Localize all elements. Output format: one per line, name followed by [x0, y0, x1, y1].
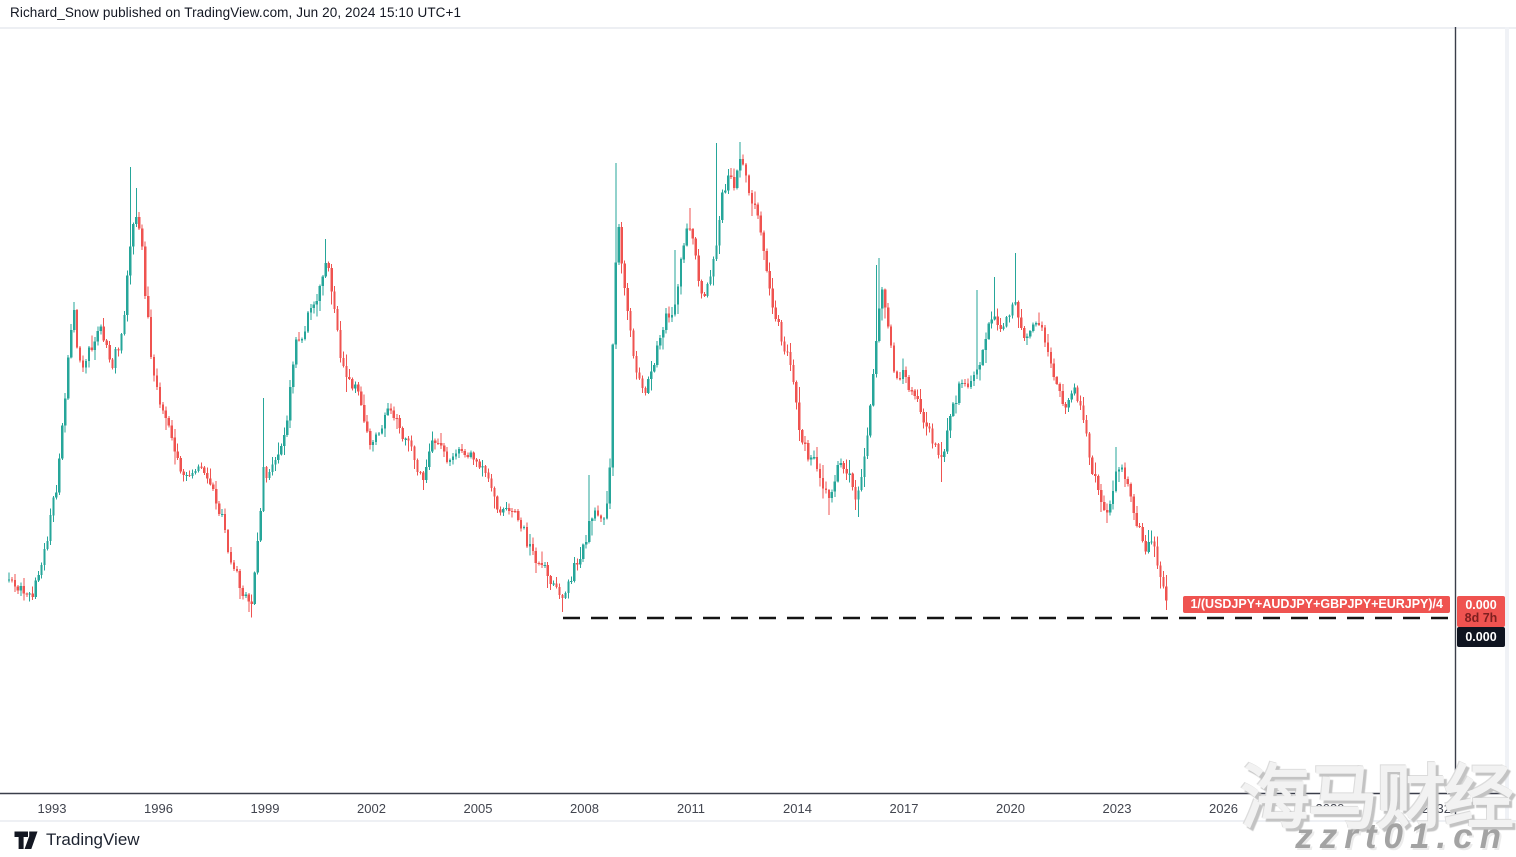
candles-group: [7, 142, 1168, 618]
last-price-label: 0.000 8d 7h: [1457, 596, 1505, 627]
time-axis-label: 2014: [783, 801, 812, 816]
series-label[interactable]: 1/(USDJPY+AUDJPY+GBPJPY+EURJPY)/4: [1183, 596, 1450, 613]
chart-frame-bottom-border: [0, 820, 1516, 822]
time-axis-label: 2011: [677, 801, 705, 816]
bar-countdown: 8d 7h: [1464, 611, 1498, 625]
chart-frame-top-border: [0, 27, 1516, 29]
publish-attribution: Richard_Snow published on TradingView.co…: [10, 5, 462, 20]
last-price-value: 0.000: [1465, 598, 1497, 612]
watermark-cjk: 海马财经: [1240, 759, 1514, 837]
time-axis-label: 2023: [1102, 801, 1132, 816]
watermark-url: zzrt01.cn: [1295, 817, 1508, 856]
time-axis-label: 2029: [1315, 801, 1345, 816]
tradingview-branding[interactable]: TradingView: [14, 829, 140, 851]
time-axis-label: 2002: [357, 801, 386, 816]
time-axis-label: 2032: [1422, 801, 1451, 816]
tradingview-brand-text: TradingView: [46, 830, 140, 849]
time-axis-label: 2020: [996, 801, 1025, 816]
chart-frame-right-border: [1505, 27, 1509, 821]
tradingview-logo-icon: [14, 831, 38, 849]
time-axis[interactable]: 1993 1996 1999 2002 2005 2008 2011 2014 2017 2020…: [0, 795, 1516, 821]
time-axis-label: 2026: [1209, 801, 1238, 816]
time-axis-label: 2017: [889, 801, 919, 816]
time-axis-label: 1999: [250, 801, 280, 816]
time-axis-label: 1993: [37, 801, 67, 816]
time-axis-label: 2008: [570, 801, 599, 816]
level-price-label: 0.000: [1457, 627, 1505, 647]
time-axis-label: 1996: [144, 801, 173, 816]
time-axis-label: 2005: [463, 801, 493, 816]
